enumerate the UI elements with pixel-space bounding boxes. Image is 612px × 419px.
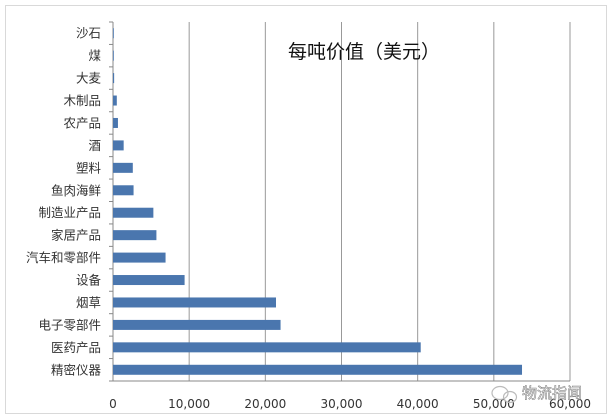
category-label: 塑料: [76, 160, 102, 175]
category-labels: 沙石煤大麦木制品农产品酒塑料鱼肉海鲜制造业产品家居产品汽车和零部件设备烟草电子零…: [26, 26, 102, 378]
x-tick-label: 10,000: [168, 397, 210, 411]
bar-精密仪器: [113, 364, 523, 375]
category-label: 农产品: [63, 115, 101, 130]
x-tick-label: 20,000: [244, 397, 286, 411]
x-tick-label: 0: [109, 397, 117, 411]
category-label: 精密仪器: [51, 362, 102, 377]
category-label: 煤: [88, 48, 101, 63]
bar-沙石: [113, 28, 114, 39]
bar-煤: [113, 50, 114, 61]
bar-鱼肉海鲜: [113, 185, 134, 196]
category-label: 沙石: [76, 26, 101, 41]
category-label: 大麦: [76, 71, 102, 86]
category-label: 设备: [76, 273, 102, 288]
category-label: 烟草: [76, 295, 101, 310]
x-tick-label: 40,000: [397, 397, 439, 411]
category-label: 汽车和零部件: [26, 250, 101, 265]
watermark: 物流指闻: [491, 384, 582, 404]
category-label: 鱼肉海鲜: [51, 183, 101, 198]
x-tick-labels: 0 10,000 20,000 30,000 40,000 50,000 60,000: [109, 397, 591, 411]
x-tick-label: 50,000: [473, 397, 515, 411]
bar-烟草: [113, 297, 276, 308]
bars: [113, 28, 523, 375]
bar-塑料: [113, 162, 133, 173]
x-tick-label: 30,000: [321, 397, 363, 411]
bar-农产品: [113, 117, 118, 128]
bar-医药产品: [113, 342, 421, 353]
category-label: 酒: [88, 138, 101, 153]
chart-title: 每吨价值（美元）: [288, 41, 440, 63]
watermark-text: 物流指闻: [522, 384, 582, 402]
x-tick-label: 60,000: [549, 397, 591, 411]
bar-酒: [113, 140, 124, 151]
bar-木制品: [113, 95, 117, 106]
bar-制造业产品: [113, 207, 154, 218]
category-label: 制造业产品: [38, 205, 101, 220]
wechat-icon: [491, 385, 518, 404]
category-label: 电子零部件: [38, 317, 101, 332]
bar-电子零部件: [113, 319, 281, 330]
bar-汽车和零部件: [113, 252, 166, 263]
category-label: 医药产品: [51, 340, 101, 355]
bar-大麦: [113, 73, 115, 84]
bar-家居产品: [113, 230, 157, 241]
bar-设备: [113, 275, 185, 286]
category-label: 木制品: [63, 93, 101, 108]
category-label: 家居产品: [51, 228, 101, 243]
